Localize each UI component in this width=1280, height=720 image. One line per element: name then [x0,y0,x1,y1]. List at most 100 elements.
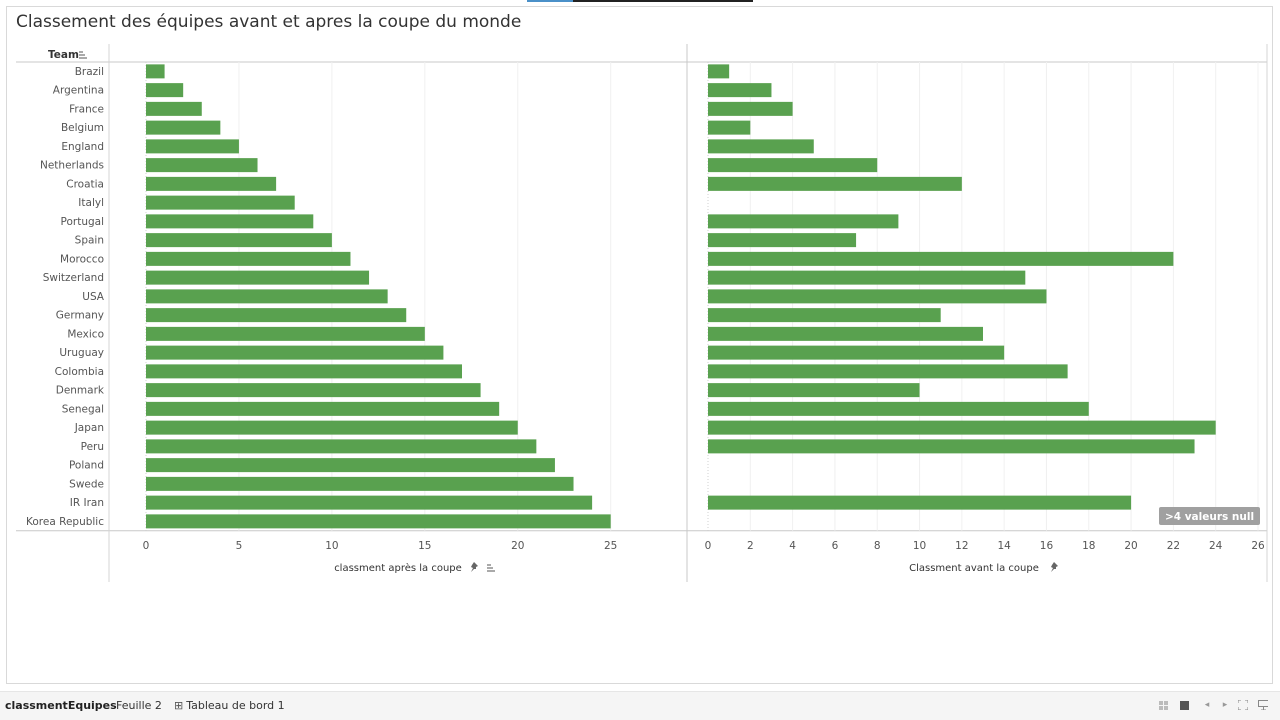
bar-senegal[interactable] [708,401,1089,416]
null-values-badge-label: >4 valeurs null [1165,511,1254,523]
row-label-mexico: Mexico [67,328,104,340]
bar-peru[interactable] [708,439,1195,454]
bar-argentina[interactable] [146,83,184,98]
bar-colombia[interactable] [708,364,1068,379]
worksheet-frame [6,6,1273,684]
x-tick-label: 15 [418,540,431,552]
bar-france[interactable] [146,101,202,116]
bar-mexico[interactable] [708,326,983,341]
row-label-usa: USA [82,291,105,303]
bar-ir-iran[interactable] [146,495,593,510]
x-axis-title: classment après la coupe [334,562,462,574]
row-label-england: England [61,141,104,153]
bar-peru[interactable] [146,439,537,454]
x-tick-label: 20 [511,540,524,552]
row-label-senegal: Senegal [62,403,104,415]
bar-uruguay[interactable] [146,345,444,360]
bar-swede[interactable] [146,476,574,491]
x-tick-label: 5 [236,540,243,552]
x-tick-label: 12 [955,540,968,552]
row-label-peru: Peru [81,441,104,453]
bar-senegal[interactable] [146,401,500,416]
x-tick-label: 4 [789,540,796,552]
x-tick-label: 25 [604,540,617,552]
bar-switzerland[interactable] [146,270,370,285]
row-label-portugal: Portugal [61,216,105,228]
bar-argentina[interactable] [708,83,772,98]
tab-classmentequipes[interactable]: classmentEquipes [5,699,117,712]
bar-brazil[interactable] [146,64,165,79]
bar-belgium[interactable] [708,120,751,135]
sort-icon[interactable] [79,51,87,59]
bar-usa[interactable] [146,289,388,304]
bar-colombia[interactable] [146,364,462,379]
dashboard-icon: ⊞ [174,699,184,712]
bar-spain[interactable] [708,233,857,248]
x-tick-label: 24 [1209,540,1223,552]
bar-mexico[interactable] [146,326,425,341]
bar-england[interactable] [708,139,814,154]
bar-ir-iran[interactable] [708,495,1132,510]
tab-tableau-de-bord-1[interactable]: ⊞ Tableau de bord 1 [174,699,285,712]
bar-portugal[interactable] [708,214,899,229]
pin-icon[interactable] [1051,562,1058,572]
bar-switzerland[interactable] [708,270,1026,285]
x-tick-label: 20 [1124,540,1137,552]
pin-icon[interactable] [471,562,478,572]
filmstrip-icon[interactable] [1180,700,1190,710]
bar-morocco[interactable] [708,251,1174,266]
row-label-colombia: Colombia [55,366,104,378]
grid-view-icon[interactable] [1159,700,1169,710]
bar-belgium[interactable] [146,120,221,135]
bar-japan[interactable] [708,420,1216,435]
x-tick-label: 22 [1167,540,1180,552]
row-label-denmark: Denmark [56,385,105,397]
bar-italyl[interactable] [146,195,295,210]
bar-brazil[interactable] [708,64,730,79]
bar-france[interactable] [708,101,793,116]
page-title: Classement des équipes avant et apres la… [16,12,522,32]
x-tick-label: 10 [325,540,338,552]
bar-netherlands[interactable] [708,158,878,173]
x-tick-label: 6 [832,540,839,552]
bar-chart: Team Brazil Argentina France Belgium England N… [16,44,1268,582]
sort-icon[interactable] [487,564,495,572]
bar-poland[interactable] [146,458,555,473]
bar-japan[interactable] [146,420,518,435]
bar-usa[interactable] [708,289,1047,304]
x-tick-label: 8 [874,540,881,552]
bar-korea-republic[interactable] [146,514,611,529]
bar-croatia[interactable] [708,176,962,191]
row-label-swede: Swede [69,478,104,490]
prev-icon[interactable]: ◂ [1204,700,1210,710]
bar-germany[interactable] [146,308,407,323]
bar-morocco[interactable] [146,251,351,266]
row-label-switzerland: Switzerland [43,272,104,284]
row-label-netherlands: Netherlands [40,160,104,172]
bar-uruguay[interactable] [708,345,1005,360]
bar-spain[interactable] [146,233,332,248]
bar-denmark[interactable] [708,383,920,398]
x-tick-label: 2 [747,540,754,552]
fullscreen-icon[interactable] [1238,700,1248,710]
bar-denmark[interactable] [146,383,481,398]
presentation-icon[interactable] [1258,700,1268,710]
x-axis-title: Classment avant la coupe [909,563,1039,574]
row-label-brazil: Brazil [75,66,104,78]
bar-netherlands[interactable] [146,158,258,173]
bar-portugal[interactable] [146,214,314,229]
row-label-germany: Germany [56,310,104,322]
bar-germany[interactable] [708,308,941,323]
x-tick-label: 10 [913,540,926,552]
bar-croatia[interactable] [146,176,277,191]
row-label-ir-iran: IR Iran [70,497,104,509]
row-label-belgium: Belgium [61,122,104,134]
row-header-label: Team [48,49,79,61]
bar-england[interactable] [146,139,239,154]
null-values-badge[interactable] [1159,507,1260,525]
top-progress-indicator [527,0,753,2]
tab-feuille-2[interactable]: Feuille 2 [116,699,162,712]
row-label-poland: Poland [69,460,104,472]
next-icon[interactable]: ▸ [1222,700,1228,710]
x-tick-label: 0 [143,540,150,552]
